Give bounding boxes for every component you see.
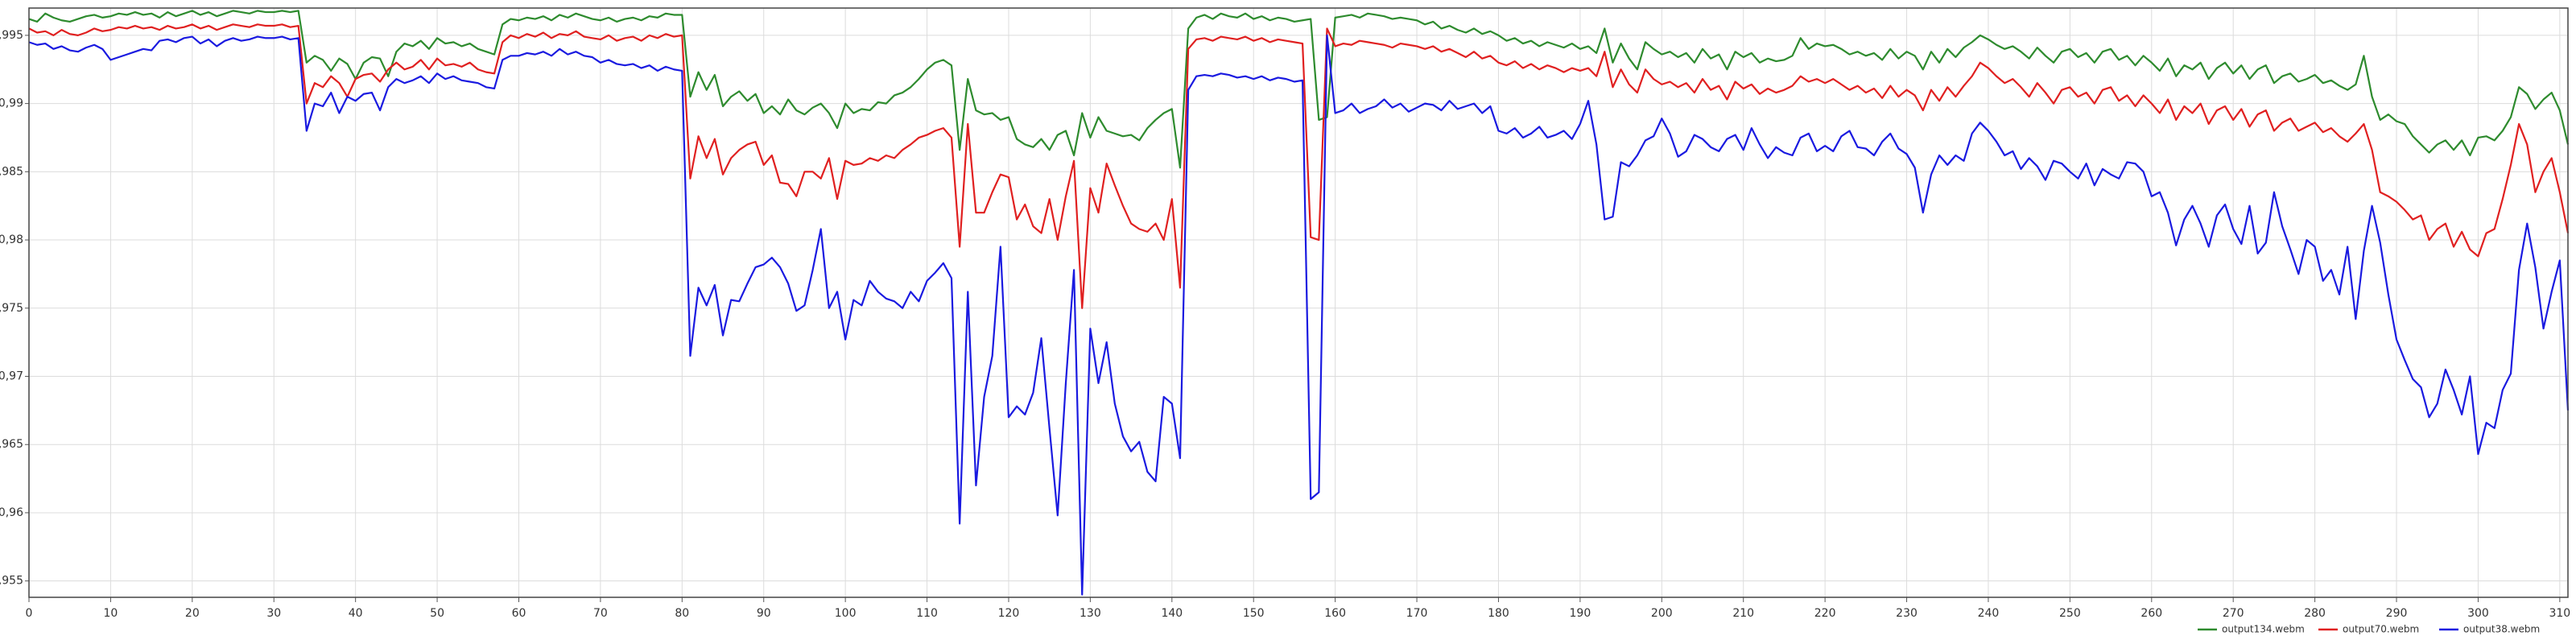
x-tick-label: 100 — [835, 607, 857, 620]
x-tick-label: 190 — [1570, 607, 1591, 620]
x-tick-label: 270 — [2223, 607, 2244, 620]
y-tick-label: 0,98 — [0, 233, 23, 246]
x-tick-label: 110 — [916, 607, 938, 620]
y-tick-label: 0,995 — [0, 29, 23, 42]
x-tick-label: 160 — [1324, 607, 1346, 620]
x-tick-label: 180 — [1488, 607, 1509, 620]
x-tick-label: 280 — [2304, 607, 2326, 620]
x-tick-label: 210 — [1732, 607, 1754, 620]
x-tick-label: 150 — [1243, 607, 1265, 620]
y-tick-label: 0,955 — [0, 575, 23, 588]
x-tick-label: 70 — [593, 607, 608, 620]
x-tick-label: 290 — [2386, 607, 2408, 620]
legend-label: output70.webm — [2343, 624, 2419, 635]
x-tick-label: 250 — [2059, 607, 2081, 620]
x-tick-label: 230 — [1896, 607, 1918, 620]
series-line — [28, 34, 2570, 596]
y-tick-label: 0,96 — [0, 506, 23, 519]
y-tick-label: 0,975 — [0, 302, 23, 315]
legend-label: output38.webm — [2463, 624, 2540, 635]
plot-area — [29, 8, 2568, 597]
x-tick-label: 220 — [1814, 607, 1836, 620]
x-tick-label: 120 — [998, 607, 1020, 620]
plot-border — [28, 7, 2569, 598]
x-tick-label: 260 — [2140, 607, 2162, 620]
y-tick-label: 0,99 — [0, 97, 23, 110]
series-line — [28, 23, 2570, 309]
x-tick-label: 80 — [675, 607, 689, 620]
legend-label: output134.webm — [2222, 624, 2305, 635]
x-tick-label: 310 — [2549, 607, 2570, 620]
x-tick-label: 0 — [26, 607, 33, 620]
x-tick-label: 130 — [1080, 607, 1101, 620]
x-tick-label: 200 — [1651, 607, 1673, 620]
y-tick-label: 0,97 — [0, 370, 23, 383]
x-tick-label: 20 — [185, 607, 200, 620]
series-line — [28, 10, 2570, 169]
y-tick-label: 0,985 — [0, 165, 23, 178]
x-tick-label: 60 — [512, 607, 526, 620]
x-tick-label: 170 — [1406, 607, 1428, 620]
x-tick-label: 90 — [757, 607, 771, 620]
x-tick-label: 240 — [1978, 607, 2000, 620]
x-tick-label: 30 — [266, 607, 281, 620]
x-tick-label: 140 — [1161, 607, 1183, 620]
y-tick-label: 0,965 — [0, 438, 23, 451]
x-tick-label: 10 — [104, 607, 118, 620]
x-tick-label: 300 — [2467, 607, 2489, 620]
x-tick-label: 40 — [349, 607, 363, 620]
x-tick-label: 50 — [430, 607, 444, 620]
